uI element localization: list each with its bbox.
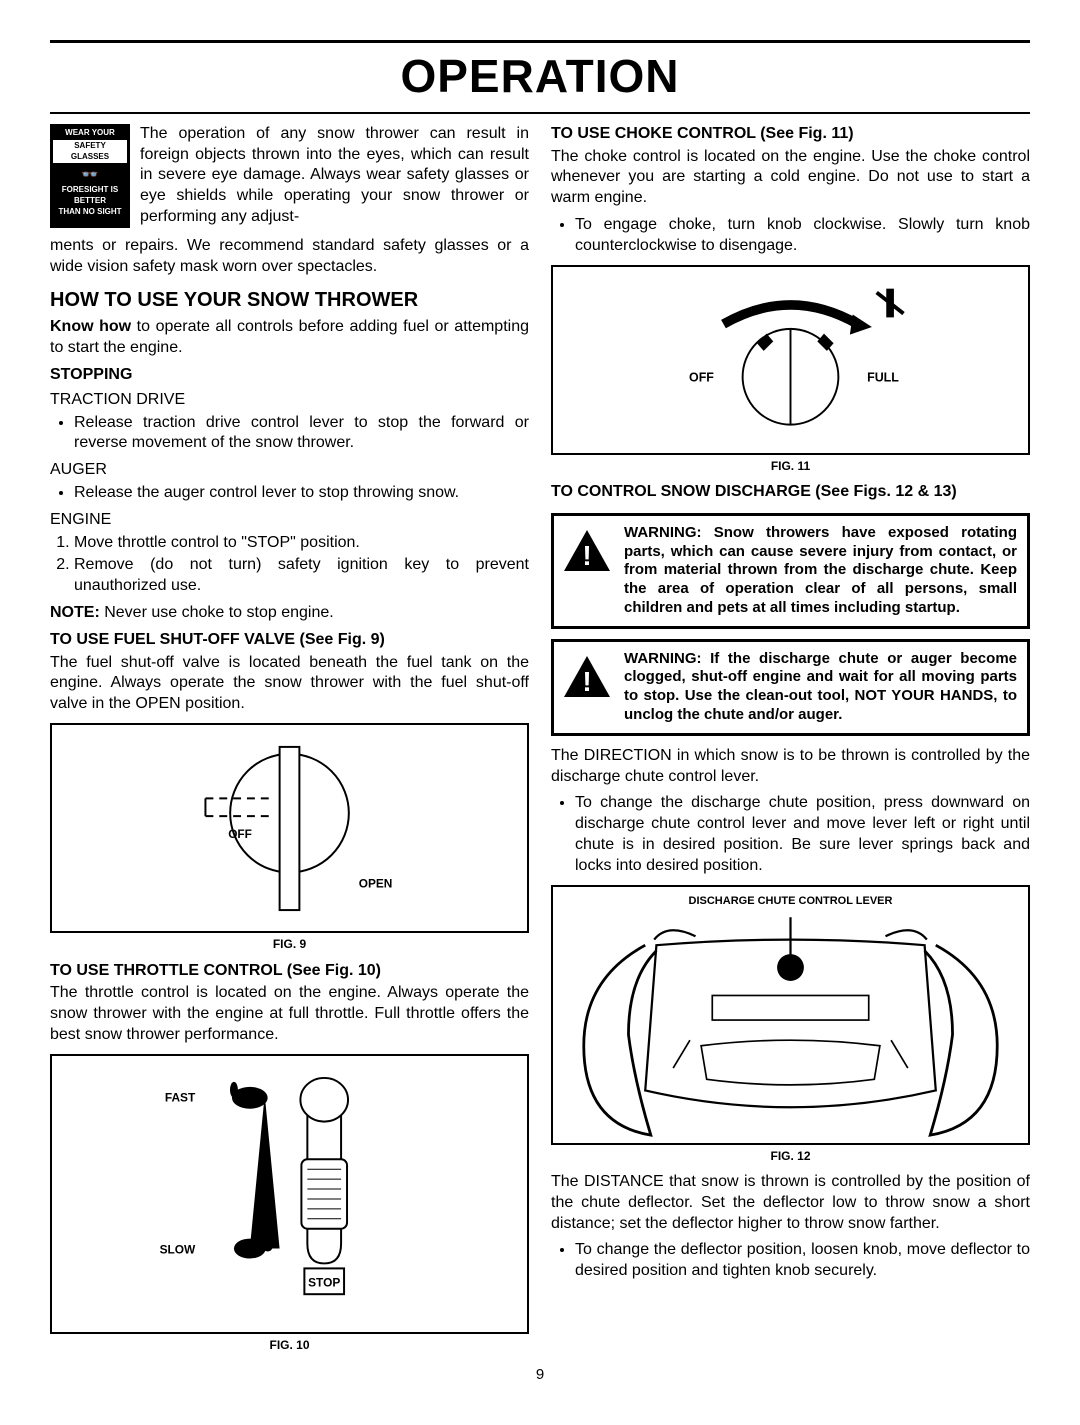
svg-text:OFF: OFF [689,370,714,384]
traction-heading: TRACTION DRIVE [50,390,529,411]
warning-text-2: WARNING: If the discharge chute or auger… [624,650,1017,725]
choke-text: The choke control is located on the engi… [551,147,1030,209]
page-number: 9 [50,1365,1030,1385]
engine-item-1: Move throttle control to "STOP" position… [74,533,529,554]
warning-icon: ! [562,654,612,699]
direction-item: To change the discharge chute position, … [575,793,1030,876]
fig-10-caption: FIG. 10 [50,1338,529,1354]
svg-text:!: ! [582,540,591,571]
choke-item: To engage choke, turn knob clockwise. Sl… [575,215,1030,257]
traction-item: Release traction drive control lever to … [74,413,529,455]
figure-12: DISCHARGE CHUTE CONTROL LEVER [551,885,1030,1145]
intro-block: WEAR YOUR SAFETY GLASSES 👓 FORESIGHT IS … [50,124,529,228]
figure-9: OFF OPEN [50,723,529,933]
choke-heading: TO USE CHOKE CONTROL (See Fig. 11) [551,124,1030,145]
intro-text-2: ments or repairs. We recommend standard … [50,236,529,278]
content-columns: WEAR YOUR SAFETY GLASSES 👓 FORESIGHT IS … [50,124,1030,1362]
throttle-text: The throttle control is located on the e… [50,983,529,1045]
know-how-text: Know how to operate all controls before … [50,317,529,359]
distance-text: The DISTANCE that snow is thrown is cont… [551,1172,1030,1234]
fig-12-label: DISCHARGE CHUTE CONTROL LEVER [567,895,1014,907]
svg-text:FULL: FULL [867,370,899,384]
warning-box-2: ! WARNING: If the discharge chute or aug… [551,639,1030,736]
right-column: TO USE CHOKE CONTROL (See Fig. 11) The c… [551,124,1030,1362]
intro-text-1: The operation of any snow thrower can re… [140,124,529,228]
svg-text:OFF: OFF [228,827,252,841]
left-column: WEAR YOUR SAFETY GLASSES 👓 FORESIGHT IS … [50,124,529,1362]
page-title: OPERATION [50,43,1030,109]
warning-text-1: WARNING: Snow throwers have exposed rota… [624,524,1017,618]
fuel-text: The fuel shut-off valve is located benea… [50,653,529,715]
svg-text:FAST: FAST [165,1090,196,1104]
throttle-heading: TO USE THROTTLE CONTROL (See Fig. 10) [50,961,529,982]
figure-11: OFF FULL [551,265,1030,455]
fuel-heading: TO USE FUEL SHUT-OFF VALVE (See Fig. 9) [50,630,529,651]
figure-10: STOP FAST SLOW [50,1054,529,1334]
stopping-heading: STOPPING [50,365,529,386]
distance-item: To change the deflector position, loosen… [575,1240,1030,1282]
fig-11-caption: FIG. 11 [551,459,1030,475]
svg-text:SLOW: SLOW [160,1242,196,1256]
direction-text: The DIRECTION in which snow is to be thr… [551,746,1030,788]
section-heading: HOW TO USE YOUR SNOW THROWER [50,287,529,313]
discharge-heading: TO CONTROL SNOW DISCHARGE (See Figs. 12 … [551,482,1030,503]
engine-item-2: Remove (do not turn) safety ignition key… [74,555,529,597]
svg-text:STOP: STOP [308,1275,340,1289]
glasses-icon: 👓 [53,165,127,183]
engine-heading: ENGINE [50,510,529,531]
auger-item: Release the auger control lever to stop … [74,483,529,504]
warning-icon: ! [562,528,612,573]
safety-glasses-badge: WEAR YOUR SAFETY GLASSES 👓 FORESIGHT IS … [50,124,130,228]
svg-text:!: ! [582,666,591,697]
auger-heading: AUGER [50,460,529,481]
note-text: NOTE: Never use choke to stop engine. [50,603,529,624]
fig-9-caption: FIG. 9 [50,937,529,953]
warning-box-1: ! WARNING: Snow throwers have exposed ro… [551,513,1030,629]
svg-text:OPEN: OPEN [359,876,393,890]
